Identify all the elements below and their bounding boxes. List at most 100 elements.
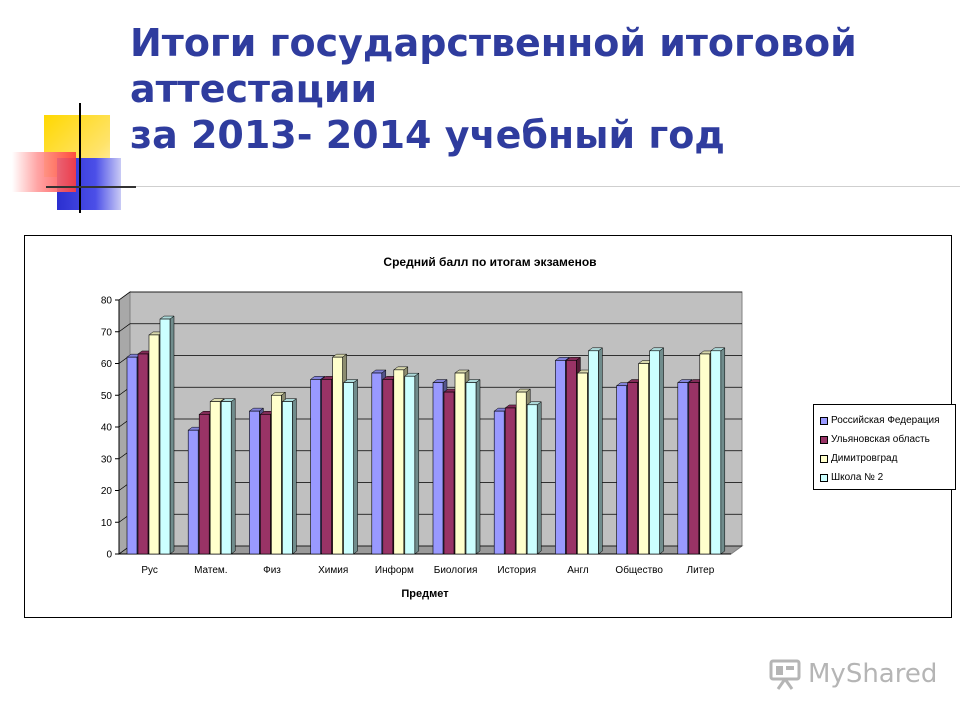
bar — [310, 379, 321, 555]
x-tick-label: История — [497, 565, 536, 576]
bar — [126, 356, 138, 555]
bar — [271, 394, 282, 555]
legend-label: Ульяновская область — [831, 434, 930, 445]
presentation-board-icon — [769, 659, 801, 690]
bar — [198, 414, 210, 555]
y-tick-label: 70 — [101, 327, 113, 338]
bar — [404, 375, 416, 555]
bar — [627, 382, 638, 555]
y-tick-label: 0 — [106, 550, 112, 561]
bar — [504, 407, 516, 555]
slide-title-line-3: за 2013- 2014 учебный год — [130, 113, 725, 157]
bar — [282, 401, 293, 555]
bar-side — [475, 379, 481, 555]
watermark-text-b: Shared — [845, 659, 938, 689]
bar — [577, 372, 588, 555]
bar — [332, 356, 343, 555]
bar-side — [169, 315, 175, 555]
bar — [159, 318, 171, 555]
watermark-logo: MyShared — [768, 658, 937, 690]
slide-title-line-2: аттестации — [130, 67, 378, 111]
x-tick-label: Физ — [263, 565, 281, 576]
legend-swatch — [820, 454, 828, 463]
bar-side — [720, 347, 726, 555]
y-tick-label: 10 — [101, 518, 113, 529]
x-axis-label: Предмет — [401, 588, 449, 600]
legend-swatch — [820, 473, 828, 482]
x-tick-label: Биология — [434, 565, 478, 576]
bar — [220, 401, 232, 555]
decor-horizontal-line — [46, 186, 960, 187]
legend-label: Димитровград — [831, 453, 898, 464]
bar — [688, 382, 700, 555]
bar — [710, 350, 722, 555]
bar — [566, 360, 577, 555]
bar-side — [536, 401, 542, 555]
bar — [148, 334, 160, 555]
x-tick-label: Матем. — [194, 565, 227, 576]
bar — [187, 429, 199, 555]
bar — [638, 363, 649, 555]
bar — [454, 372, 466, 555]
x-tick-label: Информ — [375, 564, 414, 576]
plot-area: 0 10 20 30 40 50 60 70 80 Рус Матем. Физ Химия Информ… — [101, 291, 744, 576]
bar — [616, 385, 627, 555]
bar — [699, 353, 711, 555]
bar — [249, 410, 260, 555]
x-tick-label: Рус — [141, 565, 158, 576]
y-tick-label: 20 — [101, 486, 113, 497]
chart-container: Средний балл по итогам экзаменов Предмет… — [24, 235, 956, 618]
bar — [443, 391, 455, 555]
legend-swatch — [820, 435, 828, 444]
x-tick-label: Общество — [615, 564, 663, 576]
watermark-text-a: My — [808, 659, 846, 689]
bar — [677, 382, 689, 555]
bar-side — [353, 379, 358, 555]
bar-chart: Средний балл по итогам экзаменов Предмет… — [101, 255, 744, 600]
legend-item: Российская Федерация — [820, 411, 949, 430]
y-tick-label: 40 — [101, 423, 113, 434]
y-tick-label: 30 — [101, 454, 113, 465]
legend: Российская Федерация Ульяновская область… — [813, 404, 956, 490]
decor-vertical-line — [79, 103, 81, 213]
x-tick-label: Химия — [318, 565, 348, 576]
chart-title: Средний балл по итогам экзаменов — [383, 255, 596, 269]
bar — [526, 404, 538, 555]
bar — [465, 382, 477, 555]
bar — [432, 382, 444, 555]
bar — [209, 401, 221, 555]
x-tick-label: Литер — [687, 565, 715, 576]
bar — [382, 379, 394, 555]
legend-label: Российская Федерация — [831, 415, 940, 426]
slide-title: Итоги государственной итоговой аттестаци… — [130, 20, 930, 158]
legend-item: Школа № 2 — [820, 468, 949, 487]
bar-side — [598, 347, 603, 555]
bar — [371, 372, 383, 555]
y-tick-label: 60 — [101, 359, 113, 370]
bar — [493, 410, 505, 555]
bar-side — [292, 398, 297, 555]
bar — [137, 353, 149, 555]
x-tick-label: Англ — [567, 565, 589, 576]
gridline — [118, 323, 742, 333]
y-tick-label: 80 — [101, 296, 113, 307]
bar — [393, 369, 405, 555]
watermark-text: MyShared — [808, 659, 937, 689]
bar-side — [230, 398, 236, 555]
decor-horizontal-line-dark — [46, 186, 136, 188]
bar — [515, 391, 527, 555]
bar — [343, 382, 354, 555]
bar-side — [414, 372, 420, 555]
legend-item: Ульяновская область — [820, 430, 949, 449]
bar — [555, 360, 566, 555]
legend-item: Димитровград — [820, 449, 949, 468]
bar — [588, 350, 599, 555]
bar-side — [659, 347, 664, 555]
legend-swatch — [820, 416, 828, 425]
gridline — [118, 291, 742, 301]
bar — [649, 350, 660, 555]
y-tick-label: 50 — [101, 391, 113, 402]
decor-red-square — [12, 152, 76, 192]
bar — [260, 414, 271, 555]
bar — [321, 379, 332, 555]
